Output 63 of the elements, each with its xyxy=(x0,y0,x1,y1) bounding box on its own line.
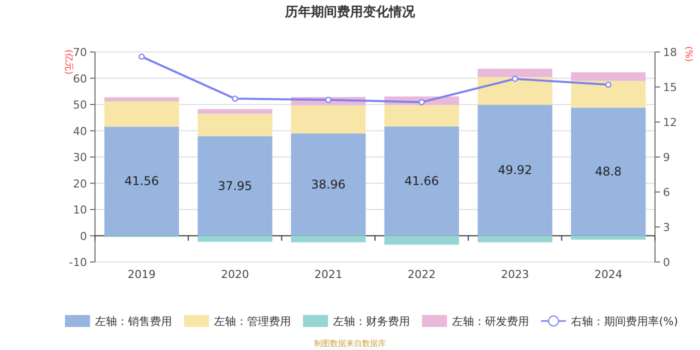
bar xyxy=(104,101,179,127)
bar xyxy=(384,126,459,236)
x-tick-label: 2020 xyxy=(221,268,249,281)
data-label: 49.92 xyxy=(498,163,532,178)
y2-tick-label: 3 xyxy=(663,221,670,234)
bar xyxy=(571,80,646,108)
bar xyxy=(291,236,366,242)
x-tick-label: 2021 xyxy=(314,268,342,281)
data-label: 41.66 xyxy=(404,174,439,188)
bar xyxy=(571,72,646,81)
point xyxy=(418,99,425,106)
y2-tick-label: 0 xyxy=(663,256,670,269)
y-tick-label: 70 xyxy=(73,46,87,59)
y-tick-label: 40 xyxy=(73,124,87,138)
x-tick-label: 2024 xyxy=(594,268,622,281)
y2-tick-label: 6 xyxy=(663,186,670,199)
bar xyxy=(478,104,552,236)
y-axis-title: (亿元) xyxy=(63,49,74,75)
legend-label: 左轴：研发费用 xyxy=(452,315,529,328)
legend-label: 左轴：销售费用 xyxy=(95,315,172,328)
data-label: 41.56 xyxy=(124,174,159,188)
data-label: 38.96 xyxy=(311,178,346,192)
point xyxy=(232,96,238,102)
point xyxy=(512,76,518,82)
y2-tick-label: 12 xyxy=(663,116,677,129)
x-tick-label: 2022 xyxy=(408,268,436,281)
bar xyxy=(384,236,459,245)
y-tick-label: 50 xyxy=(73,98,87,112)
point xyxy=(325,96,332,103)
bar xyxy=(478,236,552,242)
y2-axis-title: (%) xyxy=(683,46,693,62)
y-tick-label: -10 xyxy=(69,256,87,269)
y2-tick-label: 18 xyxy=(663,46,677,59)
text: 制图数据来自数据库 xyxy=(314,339,386,348)
legend-label: 左轴：财务费用 xyxy=(333,315,410,328)
y-tick-label: 0 xyxy=(80,230,87,243)
point xyxy=(138,54,145,60)
legend-label: 左轴：管理费用 xyxy=(214,315,291,328)
bar xyxy=(104,97,179,102)
x-tick-label: 2019 xyxy=(128,268,156,281)
point xyxy=(605,82,612,88)
bar xyxy=(478,68,552,78)
bar xyxy=(198,136,272,236)
x-tick-label: 2023 xyxy=(501,268,529,281)
bar xyxy=(384,105,459,126)
y-tick-label: 30 xyxy=(73,151,87,164)
bar xyxy=(571,108,646,236)
bar xyxy=(291,133,366,236)
bar xyxy=(198,114,272,136)
bar xyxy=(198,109,272,114)
y-tick-label: 20 xyxy=(73,177,87,190)
y-tick-label: 60 xyxy=(73,72,87,86)
bar xyxy=(478,77,552,105)
y2-tick-label: 15 xyxy=(663,81,677,94)
bar xyxy=(198,236,272,242)
y2-tick-label: 9 xyxy=(663,151,670,164)
bar xyxy=(291,105,366,134)
data-label: 48.8 xyxy=(594,164,622,179)
legend-label: 右轴：期间费用率(%) xyxy=(571,315,678,328)
data-label: 37.95 xyxy=(218,178,252,193)
bar xyxy=(104,126,179,236)
chart-title: 历年期间费用变化情况 xyxy=(284,4,416,20)
y-tick-label: 10 xyxy=(73,204,87,216)
